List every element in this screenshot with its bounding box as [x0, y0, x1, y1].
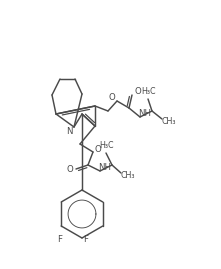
- Text: F: F: [57, 235, 63, 243]
- Text: O: O: [135, 87, 141, 95]
- Text: O: O: [95, 144, 101, 154]
- Text: N: N: [66, 128, 72, 136]
- Text: O: O: [67, 165, 73, 174]
- Text: NH: NH: [99, 162, 112, 172]
- Text: CH₃: CH₃: [121, 172, 135, 180]
- Text: F: F: [84, 235, 88, 243]
- Text: H₃C: H₃C: [99, 141, 113, 150]
- Text: H₃C: H₃C: [141, 87, 155, 97]
- Text: CH₃: CH₃: [162, 118, 176, 126]
- Text: O: O: [109, 93, 115, 101]
- Text: NH: NH: [139, 108, 152, 118]
